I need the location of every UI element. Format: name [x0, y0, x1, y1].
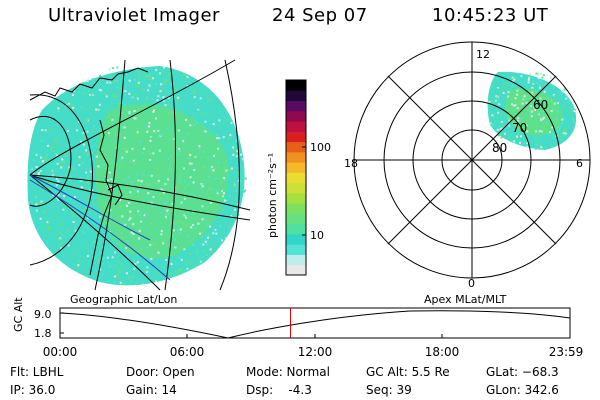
colorbar-band	[286, 213, 306, 225]
geographic-panel-label: Geographic Lat/Lon	[70, 293, 178, 306]
colorbar-band	[286, 90, 306, 102]
timeline-xtick-2: 12:00	[298, 345, 333, 359]
colorbar-tick-label-10: 10	[310, 229, 324, 242]
mlat-label-80: 80	[492, 141, 507, 155]
colorbar-band	[286, 100, 306, 112]
timeline-xtick-0: 00:00	[43, 345, 78, 359]
mlt-label-dusk: 18	[344, 157, 358, 170]
altitude-curve	[59, 310, 571, 339]
instrument-title: Ultraviolet Imager	[48, 5, 220, 26]
colorbar-unit-label: photon cm⁻²s⁻¹	[266, 153, 279, 238]
gain-value: Gain: 14	[126, 383, 177, 397]
time-label: 10:45:23 UT	[432, 5, 549, 26]
polar-panel-label: Apex MLat/MLT	[424, 293, 507, 306]
colorbar-band	[286, 141, 306, 153]
mlt-label-dawn: 6	[576, 157, 583, 170]
colorbar-band	[286, 264, 306, 276]
polar-speckle	[488, 72, 577, 150]
mlat-label-70: 70	[512, 121, 527, 135]
colorbar-tick-label-100: 100	[310, 141, 331, 154]
colorbar-band	[286, 80, 306, 91]
timeline-axis-label: GC Alt	[12, 297, 25, 332]
colorbar-frame	[285, 79, 307, 276]
mlat-label-60: 60	[533, 98, 548, 112]
ip-value: IP: 36.0	[10, 383, 56, 397]
colorbar-band	[286, 203, 306, 214]
colorbar-band	[286, 121, 306, 132]
colorbar-band	[286, 131, 306, 143]
polar-plot-panel: 12 18 6 0 60 70 80	[344, 41, 591, 290]
colorbar	[286, 80, 306, 276]
timeline-frame	[59, 307, 571, 339]
polar-grid	[353, 41, 591, 279]
mode-value: Mode: Normal	[246, 365, 330, 379]
geographic-image-panel	[27, 59, 251, 291]
timeline-xtick-4: 23:59	[549, 345, 584, 359]
date-label: 24 Sep 07	[272, 5, 368, 26]
colorbar-band	[286, 172, 306, 184]
gc-altitude-value: GC Alt: 5.5 Re	[366, 365, 450, 379]
colorbar-band	[286, 254, 306, 266]
colorbar-band	[286, 162, 306, 173]
timeline-ticks	[59, 312, 571, 338]
sequence-value: Seq: 39	[366, 383, 412, 397]
terminator-lines	[29, 174, 171, 281]
timeline-ytick-bottom: 1.8	[34, 327, 52, 340]
timeline-xtick-1: 06:00	[170, 345, 205, 359]
mlt-label-noon: 12	[476, 48, 490, 61]
altitude-timeline: GC Alt 9.0 1.8 00:00 06:00 12:00 18:00 2…	[12, 297, 583, 359]
colorbar-band	[286, 223, 306, 235]
mlt-label-midnight: 0	[468, 277, 475, 290]
colorbar-band	[286, 182, 306, 194]
colorbar-band	[286, 110, 306, 122]
door-status: Door: Open	[126, 365, 195, 379]
glat-value: GLat: −68.3	[486, 365, 559, 379]
colorbar-band	[286, 233, 306, 245]
coastline	[29, 67, 149, 276]
filter-value: Flt: LBHL	[10, 365, 64, 379]
timeline-xtick-3: 18:00	[425, 345, 460, 359]
glon-value: GLon: 342.6	[486, 383, 559, 397]
colorbar-band	[286, 192, 306, 204]
colorbar-band	[286, 244, 306, 255]
timeline-ytick-top: 9.0	[34, 308, 52, 321]
colorbar-band	[286, 151, 306, 163]
dsp-value: Dsp: -4.3	[246, 383, 312, 397]
